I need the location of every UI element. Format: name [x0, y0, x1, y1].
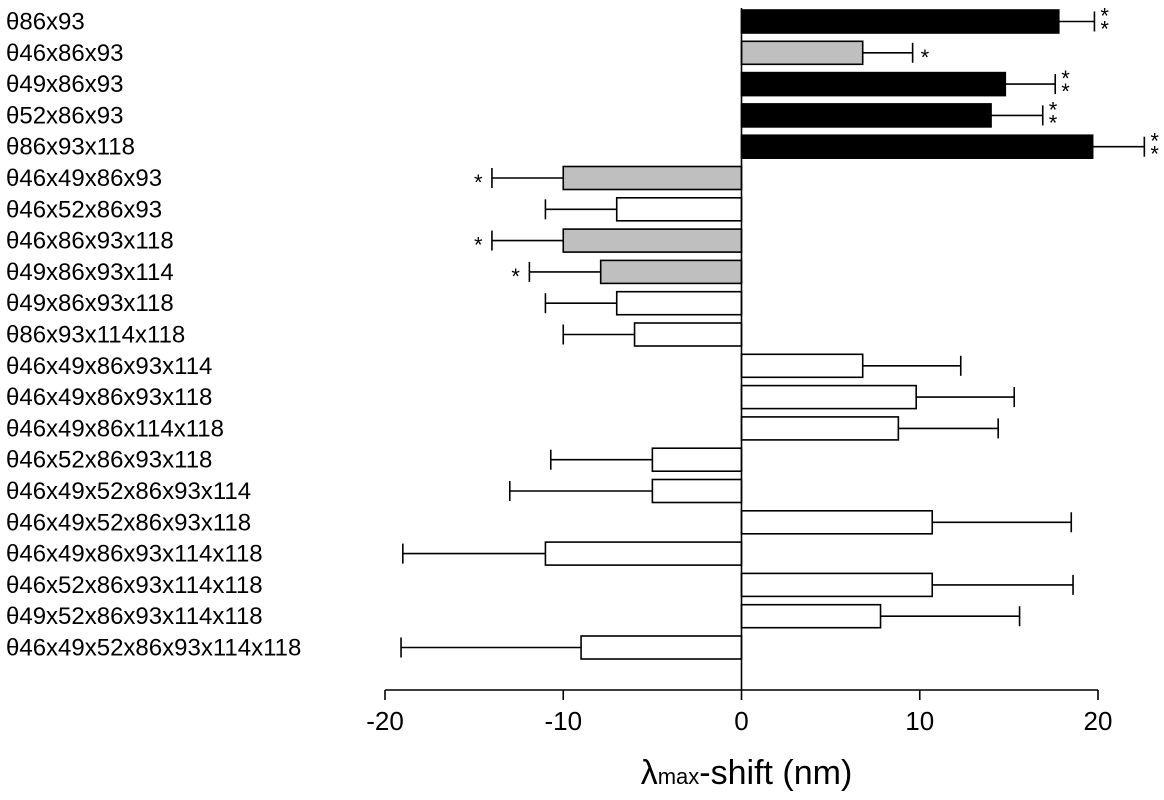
- significance-marker: *: [1100, 4, 1109, 29]
- bar: [740, 103, 992, 128]
- bar: [740, 509, 934, 535]
- bar: [580, 635, 743, 660]
- significance-marker: *: [1061, 79, 1070, 104]
- category-label: θ46x86x93x118: [6, 228, 174, 255]
- bar: [615, 290, 743, 316]
- category-label: θ46x49x86x93x114: [6, 353, 212, 380]
- category-label: θ52x86x93: [6, 102, 123, 129]
- category-label: θ49x86x93x118: [6, 290, 174, 317]
- category-label: θ46x49x86x93: [6, 165, 162, 192]
- error-bars-group: [400, 11, 1146, 658]
- x-tick-label: -20: [366, 706, 404, 736]
- significance-marker: *: [1049, 110, 1058, 135]
- category-label: θ46x52x86x93: [6, 196, 162, 223]
- x-axis-ticks-group: -20 -10 0 10 20: [366, 690, 1112, 736]
- category-label: θ49x86x93x114: [6, 259, 174, 286]
- x-axis-title: λmax-shift (nm): [641, 754, 853, 792]
- bar: [633, 322, 743, 347]
- x-tick-label: 10: [905, 706, 934, 736]
- x-tick-label: -10: [544, 706, 582, 736]
- bar: [740, 603, 882, 629]
- significance-markers-group: ************: [474, 4, 1159, 289]
- category-label: θ46x49x52x86x93x114x118: [6, 635, 301, 662]
- significance-marker: *: [1061, 66, 1070, 91]
- category-label: θ49x52x86x93x114x118: [6, 603, 263, 630]
- significance-marker: *: [1049, 97, 1058, 122]
- x-axis-title-rest: -shift (nm): [699, 754, 852, 792]
- bar: [740, 40, 864, 66]
- bar: [599, 259, 743, 285]
- category-label: θ86x93: [6, 9, 85, 36]
- significance-marker: *: [1100, 17, 1109, 42]
- category-label: θ46x49x52x86x93x114: [6, 478, 251, 505]
- bar: [740, 9, 1060, 34]
- bar: [562, 165, 743, 191]
- bar: [740, 353, 864, 379]
- category-labels-group: θ86x93 θ46x86x93 θ49x86x93 θ52x86x93 θ86x93x…: [6, 9, 301, 662]
- significance-marker: *: [474, 233, 483, 258]
- significance-marker: *: [511, 264, 520, 289]
- bar: [740, 71, 1007, 97]
- category-label: θ49x86x93: [6, 71, 123, 98]
- significance-marker: *: [1150, 142, 1159, 167]
- bar: [740, 384, 917, 410]
- category-label: θ46x49x86x114x118: [6, 415, 224, 442]
- bar: [740, 134, 1094, 159]
- x-tick-label: 0: [734, 706, 748, 736]
- significance-marker: *: [921, 45, 930, 70]
- bar: [651, 447, 743, 473]
- bar: [740, 416, 900, 441]
- category-label: θ86x93x118: [6, 134, 135, 161]
- category-label: θ86x93x114x118: [6, 322, 185, 349]
- category-label: θ46x52x86x93x114x118: [6, 572, 263, 599]
- bar: [740, 572, 934, 598]
- significance-marker: *: [474, 170, 483, 195]
- bar: [544, 541, 743, 566]
- bar: [615, 197, 743, 222]
- bar: [562, 228, 743, 253]
- x-axis-title-lambda: λ: [641, 754, 658, 792]
- bar: [651, 478, 743, 504]
- category-label: θ46x49x52x86x93x118: [6, 509, 251, 536]
- significance-marker: *: [1150, 129, 1159, 154]
- category-label: θ46x86x93: [6, 40, 123, 67]
- x-tick-label: 20: [1084, 706, 1113, 736]
- category-label: θ46x52x86x93x118: [6, 447, 212, 474]
- x-axis-title-subscript: max: [658, 764, 700, 789]
- category-label: θ46x49x86x93x118: [6, 384, 212, 411]
- category-label: θ46x49x86x93x114x118: [6, 541, 263, 568]
